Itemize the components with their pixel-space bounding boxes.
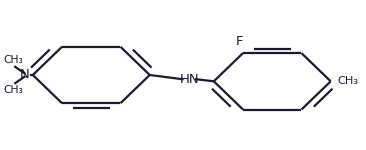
Text: CH₃: CH₃ — [4, 85, 23, 95]
Text: F: F — [235, 35, 243, 48]
Text: CH₃: CH₃ — [337, 76, 358, 86]
Text: CH₃: CH₃ — [4, 55, 23, 65]
Text: N: N — [20, 69, 30, 81]
Text: HN: HN — [179, 73, 199, 86]
